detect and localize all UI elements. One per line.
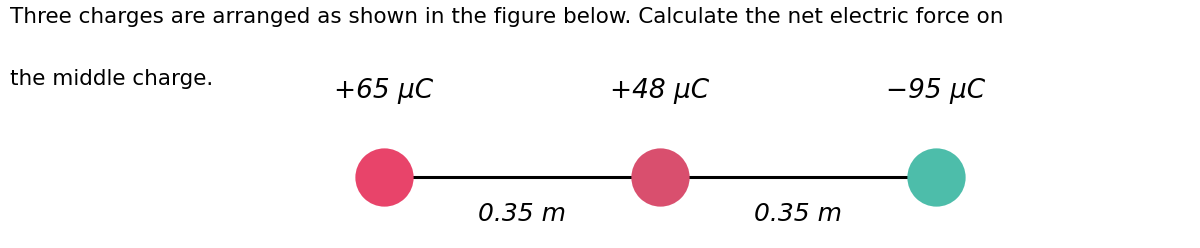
Point (926, 175, 946, 179)
Text: 0.35 m: 0.35 m (754, 202, 842, 226)
Point (650, 175, 670, 179)
Text: the middle charge.: the middle charge. (10, 69, 212, 90)
Text: +48 μC: +48 μC (611, 78, 709, 104)
Text: 0.35 m: 0.35 m (478, 202, 566, 226)
Text: −95 μC: −95 μC (887, 78, 985, 104)
Text: +65 μC: +65 μC (335, 78, 433, 104)
Text: Three charges are arranged as shown in the figure below. Calculate the net elect: Three charges are arranged as shown in t… (10, 7, 1003, 28)
Point (374, 175, 394, 179)
